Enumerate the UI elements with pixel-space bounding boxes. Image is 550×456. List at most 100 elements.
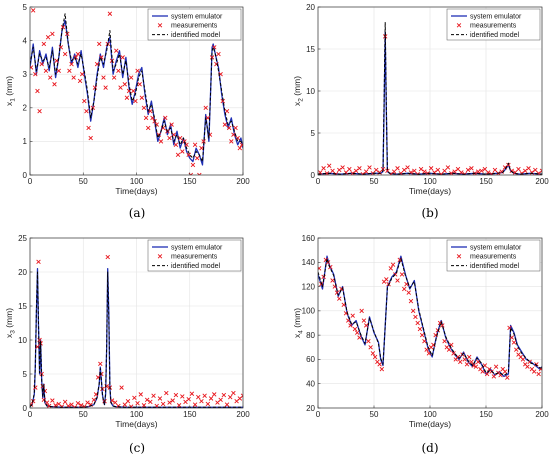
y-tick-label: 20 xyxy=(306,3,315,12)
measurement-point xyxy=(50,31,55,37)
measurement-point xyxy=(71,75,76,80)
measurement-point xyxy=(372,354,378,360)
measurement-point xyxy=(116,68,121,74)
measurement-point xyxy=(220,98,225,104)
measurement-point xyxy=(208,396,214,401)
y-tick-label: 15 xyxy=(18,302,27,311)
measurement-point xyxy=(438,171,444,175)
measurement-point xyxy=(48,75,53,80)
legend: system emulator measurements identified mo… xyxy=(147,8,242,41)
y-axis-label: x4 (mm) xyxy=(292,308,305,338)
measurement-point xyxy=(330,168,335,174)
measurement-point xyxy=(367,165,372,170)
legend: system emulator measurements identified mo… xyxy=(147,239,242,272)
measurement-point xyxy=(167,400,172,405)
measurement-point xyxy=(333,171,339,175)
measurement-point xyxy=(131,88,136,94)
measurement-point xyxy=(39,61,44,67)
x-tick-label: 0 xyxy=(28,410,33,419)
measurement-point xyxy=(120,55,125,60)
chart-panel-3: 0 50 100 150 200 0 5 10 15 20 25 Time(days) x3 (mm) s… xyxy=(4,234,250,455)
measurement-point xyxy=(240,393,243,398)
data-layer xyxy=(318,255,542,380)
y-tick-label: 20 xyxy=(18,268,27,277)
measurement-point xyxy=(91,397,97,403)
y-tick-label: 140 xyxy=(302,258,316,267)
measurement-point xyxy=(489,171,494,175)
measurement-point xyxy=(182,139,187,144)
legend-box xyxy=(147,8,242,41)
measurement-point xyxy=(137,82,142,87)
measurement-point xyxy=(370,351,376,356)
measurement-point xyxy=(391,169,397,174)
measurement-point xyxy=(118,85,123,90)
x-axis-label: Time(days) xyxy=(409,419,451,429)
measurement-point xyxy=(201,139,206,144)
measurement-point xyxy=(318,266,322,271)
measurement-point xyxy=(170,398,175,403)
measurement-point xyxy=(180,394,185,399)
measurement-point xyxy=(354,330,360,335)
measurement-point xyxy=(231,132,236,137)
x-tick-label: 200 xyxy=(535,177,549,186)
measurement-point xyxy=(85,400,90,405)
measurement-point xyxy=(75,51,81,57)
measurement-point xyxy=(422,169,427,174)
y-tick-label: 3 xyxy=(23,70,28,79)
measurement-point xyxy=(465,167,471,173)
measurement-point xyxy=(366,338,371,344)
measurement-point xyxy=(75,401,81,406)
measurement-point xyxy=(138,392,143,397)
measurement-point xyxy=(348,323,353,328)
x-tick-label: 50 xyxy=(370,177,379,186)
panel-caption: (d) xyxy=(421,441,438,455)
legend-label: measurements xyxy=(171,254,218,261)
measurement-point xyxy=(167,135,172,141)
x-tick-label: 100 xyxy=(130,410,144,419)
measurement-point xyxy=(340,165,345,170)
measurement-point xyxy=(226,125,232,131)
measurement-point xyxy=(157,396,163,401)
measurement-point xyxy=(65,31,70,37)
y-tick-label: 120 xyxy=(302,282,316,291)
legend: system emulator measurements identified mo… xyxy=(446,8,541,41)
measurement-point xyxy=(352,326,358,332)
measurement-point xyxy=(502,369,508,374)
measurement-point xyxy=(52,82,57,87)
measurement-point xyxy=(324,171,330,175)
measurement-point xyxy=(419,332,425,338)
measurement-point xyxy=(415,320,420,326)
measurement-point xyxy=(46,403,52,408)
legend: system emulator measurements identified mo… xyxy=(446,239,541,272)
measurement-point xyxy=(480,369,485,374)
legend-label: identified model xyxy=(470,32,519,39)
measurement-point xyxy=(43,68,49,74)
measurement-point xyxy=(390,262,396,267)
measurement-point xyxy=(337,296,342,301)
legend-label: system emulator xyxy=(171,244,223,251)
measurement-point xyxy=(190,162,196,168)
measurement-point xyxy=(135,68,140,74)
measurement-point xyxy=(132,395,137,401)
y-axis-label-subscript: 1 xyxy=(10,98,17,102)
measurement-point xyxy=(69,61,74,67)
y-tick-label: 0 xyxy=(23,171,28,180)
y-tick-label: 5 xyxy=(23,370,28,379)
x-axis-label: Time(days) xyxy=(409,186,451,196)
measurement-point xyxy=(144,397,150,403)
measurement-point xyxy=(231,390,236,396)
measurement-point xyxy=(111,75,117,80)
x-tick-label: 50 xyxy=(79,410,88,419)
measurement-point xyxy=(466,354,472,360)
measurement-point xyxy=(86,125,91,131)
measurement-point xyxy=(33,71,38,77)
measurement-point xyxy=(218,397,223,403)
measurement-point xyxy=(422,338,427,344)
identified-model-line xyxy=(318,258,542,376)
measurement-point xyxy=(363,323,369,328)
measurement-point xyxy=(402,286,407,292)
measurement-point xyxy=(141,403,147,408)
y-tick-label: 1 xyxy=(23,137,28,146)
measurement-point xyxy=(224,402,230,407)
measurement-point xyxy=(446,347,452,352)
